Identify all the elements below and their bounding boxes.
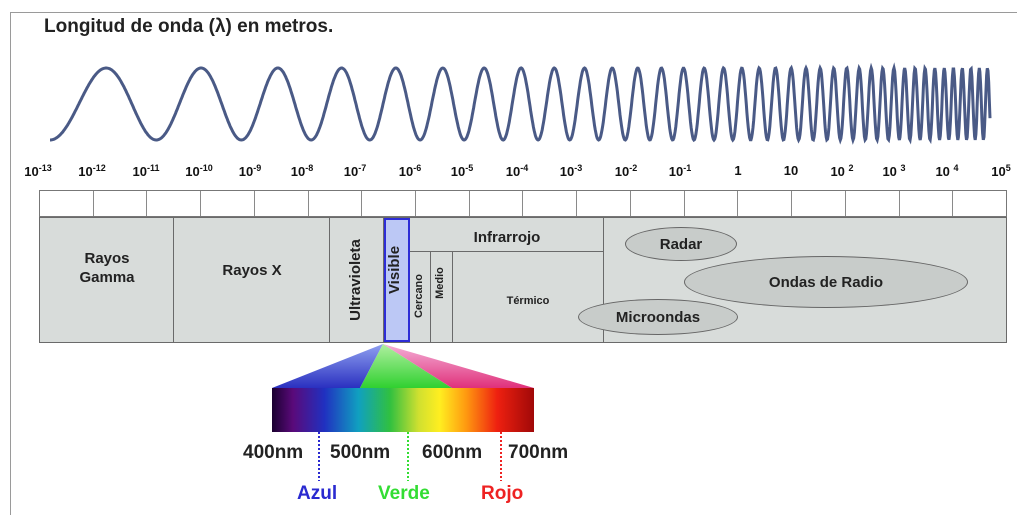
scale-tick-label: 10-6 — [398, 163, 422, 179]
scale-cell — [685, 191, 739, 216]
scale-cell — [631, 191, 685, 216]
medium-divider — [452, 251, 453, 342]
color-name-green: Verde — [378, 483, 430, 504]
fan-green — [360, 344, 452, 388]
band-visible: Visible — [384, 218, 410, 342]
scale-tick-label: 10-7 — [343, 163, 367, 179]
nm-label-700: 700nm — [508, 442, 569, 463]
scale-cell — [738, 191, 793, 216]
frame-left-line — [10, 12, 11, 515]
rainbow-bar — [272, 388, 534, 432]
scale-cell — [255, 191, 309, 216]
scale-cell — [147, 191, 202, 216]
scale-tick-label: 10-13 — [24, 163, 52, 179]
scale-cell — [94, 191, 148, 216]
wavelength-wave — [50, 62, 992, 145]
scale-bar — [39, 190, 1007, 217]
band-xray: Rayos X — [174, 218, 330, 342]
scale-tick-label: 10 2 — [830, 163, 854, 179]
scale-tick-label: 10-2 — [614, 163, 638, 179]
nm-label-600: 600nm — [422, 442, 483, 463]
band-gamma-label: Rayos Gamma — [40, 249, 174, 287]
band-xray-label: Rayos X — [222, 262, 282, 279]
scale-cell — [846, 191, 900, 216]
infrared-divider — [410, 251, 603, 252]
scale-tick-label: 10-5 — [450, 163, 474, 179]
wave-curve — [50, 62, 992, 145]
scale-cell — [362, 191, 417, 216]
scale-cell — [900, 191, 954, 216]
diagram-title: Longitud de onda (λ) en metros. — [44, 16, 334, 37]
scale-tick-label: 105 — [991, 163, 1011, 179]
scale-cell — [40, 191, 94, 216]
color-name-red: Rojo — [481, 483, 524, 504]
ellipse-radio: Ondas de Radio — [684, 256, 968, 308]
fan-blue — [272, 344, 383, 388]
scale-tick-label: 10-1 — [668, 163, 692, 179]
frame-top-line — [10, 12, 1017, 13]
band-gamma-label-line1: Rayos — [84, 250, 130, 267]
scale-cell — [201, 191, 255, 216]
scale-tick-label: 10-3 — [559, 163, 583, 179]
scale-cell — [309, 191, 363, 216]
scale-tick-label: 10-11 — [132, 163, 160, 179]
scale-tick-label: 10-12 — [78, 163, 106, 179]
scale-cell — [577, 191, 631, 216]
scale-tick-label: 10 3 — [882, 163, 906, 179]
scale-tick-label: 10-9 — [238, 163, 262, 179]
scale-cell — [523, 191, 578, 216]
scale-cell — [470, 191, 524, 216]
band-uv: Ultravioleta — [330, 218, 384, 342]
scale-tick-label: 10 4 — [935, 163, 959, 179]
spectrum-bands: Rayos Gamma Rayos X Ultravioleta Visible… — [39, 217, 1007, 343]
near-divider — [430, 251, 431, 342]
color-name-blue: Azul — [297, 483, 338, 504]
band-gamma: Rayos Gamma — [40, 218, 174, 342]
fan-magenta — [383, 344, 534, 388]
band-thermal-label: Térmico — [506, 295, 550, 307]
nm-label-400: 400nm — [243, 442, 304, 463]
scale-tick-label: 1 — [734, 163, 742, 178]
scale-tick-label: 10-4 — [505, 163, 529, 179]
ellipse-radar: Radar — [625, 227, 737, 261]
scale-tick-label: 10-10 — [185, 163, 213, 179]
scale-cell — [416, 191, 470, 216]
band-infrared-label: Infrarrojo — [473, 229, 541, 246]
scale-tick-label: 10-8 — [290, 163, 314, 179]
scale-tick-label: 10 — [783, 163, 799, 178]
nm-label-500: 500nm — [330, 442, 391, 463]
ellipse-microwave: Microondas — [578, 299, 738, 335]
scale-cell — [792, 191, 846, 216]
band-gamma-label-line2: Gamma — [79, 269, 135, 286]
band-infrared: Infrarrojo Cercano Medio Térmico — [410, 218, 604, 342]
